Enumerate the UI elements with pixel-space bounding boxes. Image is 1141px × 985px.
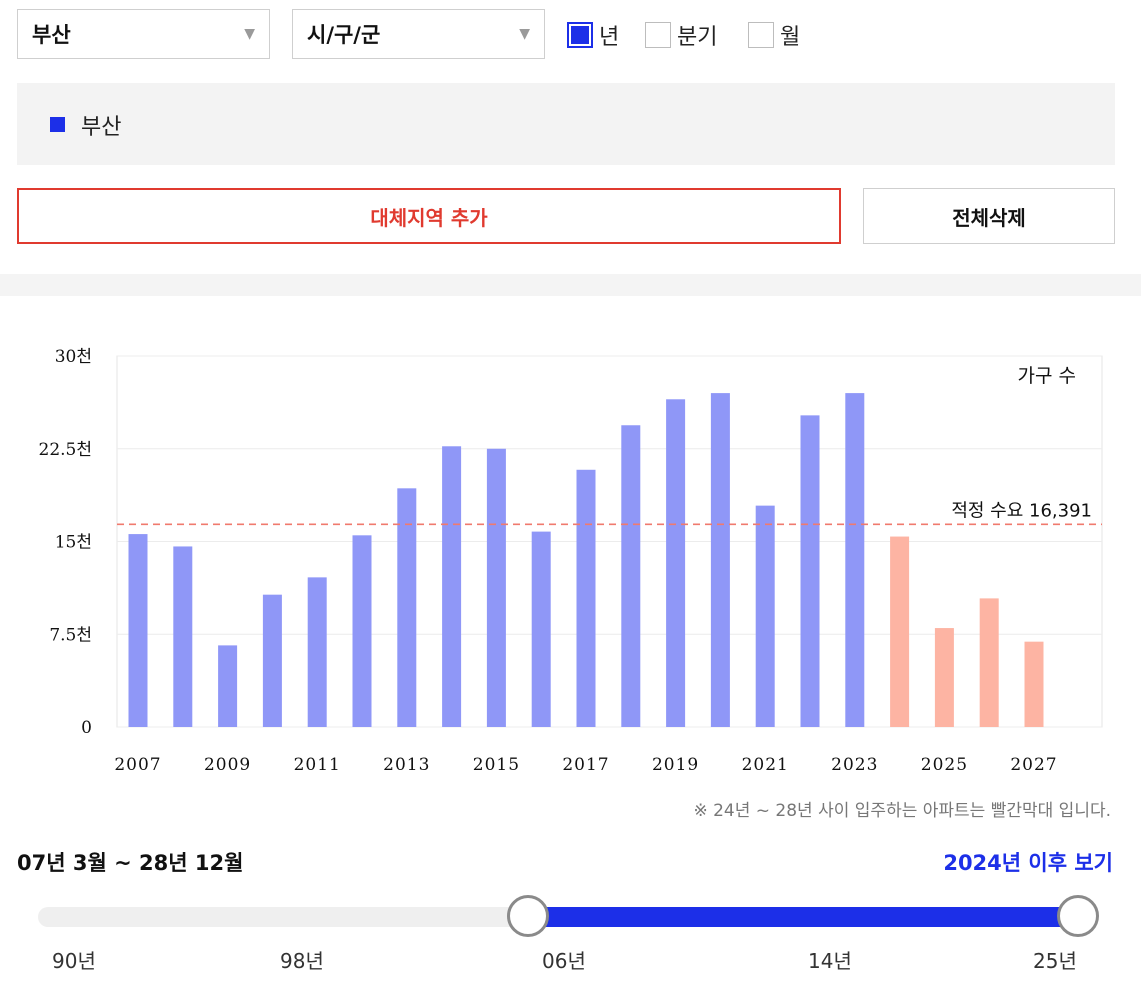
bar-2014 (442, 446, 462, 727)
bar-2021 (755, 505, 775, 727)
legend-color-swatch (50, 117, 65, 132)
bar-2022 (800, 415, 820, 727)
range-tick-label: 14년 (808, 949, 852, 973)
bar-2008 (173, 546, 193, 727)
region-select[interactable]: 부산 ▼ (17, 9, 270, 59)
date-range-label: 07년 3월 ~ 28년 12월 (17, 851, 244, 875)
bar-2013 (397, 488, 417, 727)
district-select-value: 시/구/군 (307, 23, 381, 47)
period-year-checkbox[interactable]: 년 (567, 19, 619, 51)
period-quarter-label: 분기 (677, 25, 718, 50)
supply-bar-chart: 0 7.5천 15천 22.5천 30천 2007 2009 2011 2013 2015 2017… (39, 347, 1103, 775)
range-tick-label: 98년 (280, 949, 324, 973)
section-divider (0, 274, 1141, 296)
bar-2011 (307, 577, 327, 727)
period-month-label: 월 (780, 25, 801, 50)
x-tick-label: 2021 (742, 755, 789, 775)
bar-2018 (621, 425, 641, 727)
add-alternative-region-button[interactable]: 대체지역 추가 (17, 188, 841, 244)
x-tick-label: 2017 (562, 755, 609, 775)
bar-2027 (1024, 641, 1044, 727)
bar-2015 (486, 448, 506, 727)
y-tick-label: 15천 (55, 533, 92, 553)
district-select[interactable]: 시/구/군 ▼ (292, 9, 545, 59)
range-slider-fill (528, 907, 1077, 927)
chart-note: ※ 24년 ~ 28년 사이 입주하는 아파트는 빨간막대 입니다. (693, 801, 1111, 821)
legend-region-name: 부산 (81, 115, 122, 140)
bar-2007 (128, 534, 148, 727)
selected-regions-panel: 부산 (17, 83, 1115, 165)
x-tick-label: 2007 (114, 755, 161, 775)
bar-2024 (890, 536, 910, 727)
x-tick-label: 2013 (383, 755, 430, 775)
bar-2016 (531, 531, 551, 727)
period-quarter-checkbox[interactable]: 분기 (645, 19, 717, 51)
view-after-2024-link[interactable]: 2024년 이후 보기 (943, 851, 1113, 875)
x-tick-label: 2009 (204, 755, 251, 775)
range-tick-label: 06년 (542, 949, 586, 973)
series-label: 가구 수 (1018, 365, 1076, 387)
period-year-label: 년 (599, 25, 620, 50)
x-tick-label: 2025 (921, 755, 968, 775)
y-tick-label: 0 (81, 718, 92, 738)
bar-2010 (262, 594, 282, 727)
range-tick-label: 25년 (1033, 949, 1077, 973)
chevron-down-icon: ▼ (519, 26, 530, 42)
x-tick-label: 2019 (652, 755, 699, 775)
delete-all-button[interactable]: 전체삭제 (863, 188, 1115, 244)
chevron-down-icon: ▼ (244, 26, 255, 42)
y-tick-label: 30천 (55, 347, 92, 367)
bar-2009 (218, 645, 238, 727)
checkbox-checked-icon (567, 22, 593, 48)
checkbox-unchecked-icon (645, 22, 671, 48)
period-month-checkbox[interactable]: 월 (748, 19, 800, 51)
bar-2025 (934, 628, 954, 727)
checkbox-unchecked-icon (748, 22, 774, 48)
bar-2019 (666, 399, 686, 727)
region-select-value: 부산 (32, 23, 71, 47)
bar-2023 (845, 393, 865, 727)
bar-2017 (576, 469, 596, 727)
bar-2012 (352, 535, 372, 727)
y-tick-label: 7.5천 (49, 625, 92, 645)
range-slider-start-handle[interactable] (507, 895, 549, 937)
y-tick-label: 22.5천 (39, 440, 93, 460)
reference-label: 적정 수요 16,391 (951, 500, 1092, 521)
x-tick-label: 2023 (831, 755, 878, 775)
x-tick-label: 2011 (294, 755, 341, 775)
x-tick-label: 2027 (1010, 755, 1057, 775)
bar-2020 (710, 393, 730, 727)
x-tick-label: 2015 (473, 755, 520, 775)
range-tick-label: 90년 (52, 949, 96, 973)
range-slider-end-handle[interactable] (1057, 895, 1099, 937)
bar-2026 (979, 598, 999, 727)
